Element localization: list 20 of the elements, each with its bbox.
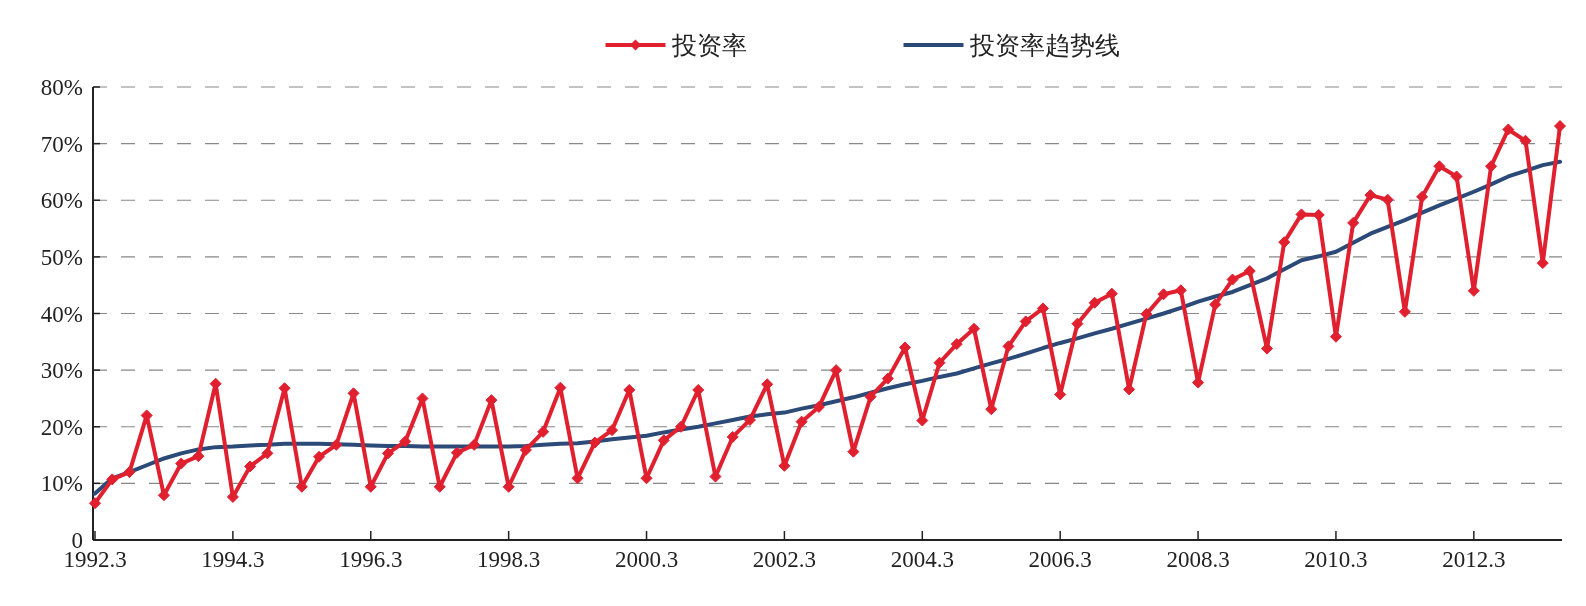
x-tick-label: 1998.3 bbox=[477, 547, 541, 572]
y-tick-label: 10% bbox=[40, 471, 83, 497]
y-tick-label: 60% bbox=[40, 188, 83, 214]
x-tick-label: 1994.3 bbox=[201, 547, 265, 572]
x-tick-label: 2000.3 bbox=[614, 547, 679, 572]
y-tick-label: 70% bbox=[40, 131, 83, 157]
x-tick-label: 1996.3 bbox=[339, 547, 403, 572]
x-tick-label: 2012.3 bbox=[1442, 547, 1506, 572]
y-tick-label: 20% bbox=[40, 414, 83, 440]
legend-label: 投资率 bbox=[670, 32, 747, 59]
y-tick-label: 30% bbox=[40, 358, 83, 384]
x-tick-label: 2004.3 bbox=[890, 547, 954, 572]
y-tick-label: 50% bbox=[40, 244, 83, 270]
x-tick-label: 2002.3 bbox=[752, 547, 817, 572]
x-tick-label: 2006.3 bbox=[1028, 547, 1092, 572]
legend-label: 投资率趋势线 bbox=[968, 32, 1120, 59]
y-tick-label: 80% bbox=[40, 75, 83, 100]
x-tick-label: 2008.3 bbox=[1166, 547, 1230, 572]
x-tick-label: 2010.3 bbox=[1304, 547, 1368, 572]
y-tick-label: 40% bbox=[40, 301, 83, 327]
